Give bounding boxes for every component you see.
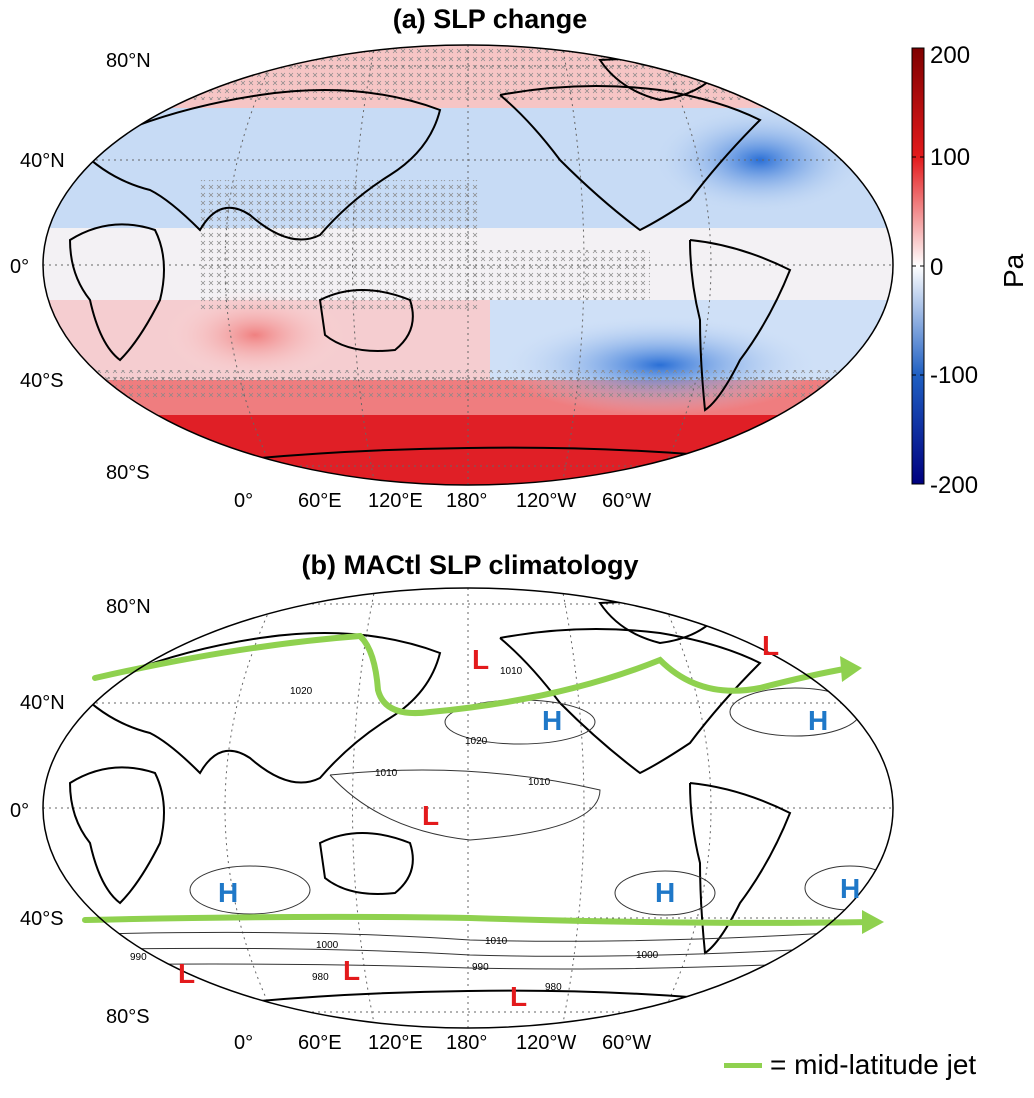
panel-a-lat-80n: 80°N: [106, 50, 151, 72]
isobar-label: 1020: [290, 686, 313, 697]
isobar-label: 1010: [375, 768, 398, 779]
panel-a-lon-120w: 120°W: [516, 490, 577, 512]
panel-b-lat-80n: 80°N: [106, 596, 151, 618]
panel-a-lat-eq: 0°: [10, 256, 30, 278]
isobar-label: 1000: [316, 940, 339, 951]
high-pressure-marker: H: [218, 877, 239, 908]
panel-a-lon-180: 180°: [446, 490, 488, 512]
colorbar-tick-minus200: -200: [930, 472, 979, 499]
panel-b-lon-60w: 60°W: [602, 1032, 652, 1054]
panel-b-lat-40n: 40°N: [20, 692, 65, 714]
jet-legend-label: = mid-latitude jet: [770, 1049, 977, 1080]
panel-a-title: (a) SLP change: [392, 4, 588, 34]
panel-b-lon-60e: 60°E: [298, 1032, 342, 1054]
jet-legend-swatch: [724, 1062, 762, 1068]
isobar-label: 1000: [636, 950, 659, 961]
isobar-label: 1010: [500, 666, 523, 677]
high-pressure-marker: H: [808, 705, 829, 736]
high-pressure-marker: H: [655, 877, 676, 908]
low-pressure-marker: L: [343, 955, 361, 986]
colorbar-tick-minus100: -100: [930, 362, 979, 389]
panel-a-lon-0: 0°: [234, 490, 254, 512]
colorbar-tick-0: 0: [930, 254, 944, 281]
isobar-label: 990: [472, 962, 489, 973]
panel-b-frame: [42, 587, 894, 1029]
mid-latitude-jet-lines: [82, 632, 875, 926]
isobar-label: 980: [312, 972, 329, 983]
low-pressure-marker: L: [762, 630, 780, 661]
colorbar-tick-200: 200: [930, 42, 971, 69]
colorbar-tick-100: 100: [930, 144, 971, 171]
panel-b-isobars: [59, 687, 893, 970]
mid-latitude-jet-arrowheads: [840, 656, 884, 934]
panel-a-lon-60e: 60°E: [298, 490, 342, 512]
panel-a-frame: [42, 44, 894, 486]
isobar-label: 990: [130, 952, 147, 963]
panel-b-lat-eq: 0°: [10, 800, 30, 822]
low-pressure-marker: L: [178, 958, 196, 989]
isobar-label: 1010: [528, 777, 551, 788]
panel-b-lon-180: 180°: [446, 1032, 488, 1054]
high-pressure-marker: H: [840, 873, 861, 904]
low-pressure-marker: L: [510, 981, 528, 1012]
isobar-label: 980: [545, 982, 562, 993]
panel-a-lat-80s: 80°S: [106, 462, 150, 484]
panel-b-lon-120w: 120°W: [516, 1032, 577, 1054]
panel-b-title: (b) MACtl SLP climatology: [301, 550, 639, 580]
isobar-label: 1020: [465, 736, 488, 747]
low-pressure-marker: L: [472, 644, 490, 675]
panel-a-lon-120e: 120°E: [368, 490, 423, 512]
panel-a-lon-60w: 60°W: [602, 490, 652, 512]
panel-b-lon-120e: 120°E: [368, 1032, 423, 1054]
panel-a-lat-40n: 40°N: [20, 150, 65, 172]
panel-a-graticule: [43, 45, 893, 485]
panel-a-lat-40s: 40°S: [20, 370, 64, 392]
panel-b-lat-40s: 40°S: [20, 908, 64, 930]
low-pressure-marker: L: [422, 800, 440, 831]
panel-b-lon-0: 0°: [234, 1032, 254, 1054]
jet-legend: = mid-latitude jet: [724, 1048, 976, 1082]
isobar-label: 1010: [485, 936, 508, 947]
panel-b-lat-80s: 80°S: [106, 1006, 150, 1028]
high-pressure-marker: H: [542, 705, 563, 736]
